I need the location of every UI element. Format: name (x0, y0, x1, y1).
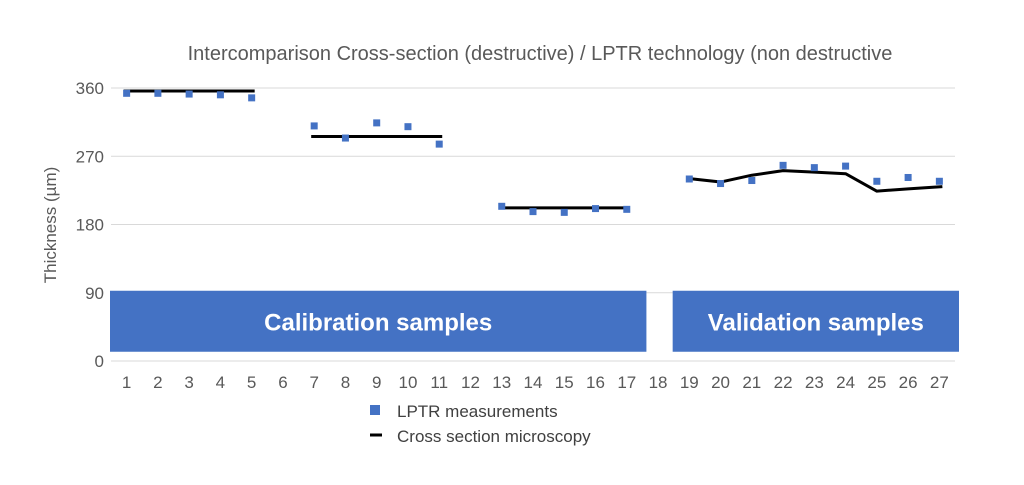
x-tick-label: 18 (649, 373, 668, 392)
x-tick-label: 20 (711, 373, 730, 392)
x-tick-label: 4 (216, 373, 225, 392)
x-tick-label: 5 (247, 373, 256, 392)
lptr-point (404, 123, 412, 131)
x-tick-label: 23 (805, 373, 824, 392)
x-tick-label: 8 (341, 373, 350, 392)
cross-section-line-3 (686, 169, 943, 193)
legend-label-lptr: LPTR measurements (397, 402, 558, 421)
lptr-point (373, 119, 381, 127)
x-tick-label: 26 (899, 373, 918, 392)
lptr-point (498, 202, 506, 210)
lptr-point (123, 89, 131, 97)
x-tick-label: 7 (309, 373, 318, 392)
lptr-point (748, 177, 756, 185)
y-axis-ticks: 0 90 180 270 360 (76, 79, 104, 371)
lptr-point (248, 94, 256, 102)
lptr-point (529, 208, 537, 216)
x-tick-label: 15 (555, 373, 574, 392)
lptr-point (154, 89, 162, 97)
x-tick-label: 6 (278, 373, 287, 392)
sample-bands: Calibration samples Validation samples (110, 290, 959, 352)
cross-section-lines (123, 89, 943, 210)
x-tick-label: 27 (930, 373, 949, 392)
band-0 (110, 290, 647, 352)
lptr-point (935, 177, 943, 185)
x-tick-label: 14 (524, 373, 543, 392)
band-label: Validation samples (708, 309, 924, 336)
x-tick-label: 10 (399, 373, 418, 392)
y-tick-label: 0 (95, 352, 104, 371)
band-1 (672, 290, 959, 352)
lptr-point (216, 91, 224, 99)
x-tick-label: 11 (430, 373, 448, 392)
x-tick-label: 24 (836, 373, 855, 392)
lptr-point (873, 177, 881, 185)
x-tick-label: 2 (153, 373, 162, 392)
x-tick-label: 19 (680, 373, 699, 392)
x-tick-label: 3 (184, 373, 193, 392)
lptr-point (435, 140, 443, 148)
x-tick-label: 16 (586, 373, 605, 392)
lptr-point (904, 173, 912, 181)
lptr-point (310, 122, 318, 130)
x-tick-label: 17 (617, 373, 636, 392)
chart-title: Intercomparison Cross-section (destructi… (188, 43, 893, 65)
legend: LPTR measurements Cross section microsco… (370, 402, 591, 446)
y-tick-label: 90 (85, 284, 104, 303)
lptr-point (560, 208, 568, 216)
x-tick-label: 21 (742, 373, 761, 392)
x-tick-label: 22 (774, 373, 793, 392)
y-axis-label: Thickness (µm) (41, 167, 60, 284)
lptr-point (842, 162, 850, 170)
lptr-point (185, 90, 193, 98)
lptr-point (810, 164, 818, 172)
lptr-point (685, 175, 693, 183)
x-tick-label: 12 (461, 373, 480, 392)
lptr-markers (123, 89, 943, 216)
legend-label-cross-section: Cross section microscopy (397, 427, 591, 446)
legend-marker-lptr (370, 405, 380, 415)
x-tick-label: 25 (867, 373, 886, 392)
lptr-point (717, 180, 725, 188)
x-tick-label: 1 (122, 373, 131, 392)
lptr-point (341, 134, 349, 142)
lptr-point (779, 161, 787, 169)
y-tick-label: 360 (76, 79, 104, 98)
y-tick-label: 270 (76, 147, 104, 166)
x-axis-ticks: 1 2 3 4 5 6 7 8 9 10 11 12 13 14 15 16 17 18 19 20 21 22 23 24 2… (122, 373, 949, 392)
lptr-point (623, 205, 631, 213)
x-tick-label: 9 (372, 373, 381, 392)
y-tick-label: 180 (76, 216, 104, 235)
lptr-point (592, 205, 600, 213)
x-tick-label: 13 (492, 373, 511, 392)
band-label: Calibration samples (264, 309, 492, 336)
